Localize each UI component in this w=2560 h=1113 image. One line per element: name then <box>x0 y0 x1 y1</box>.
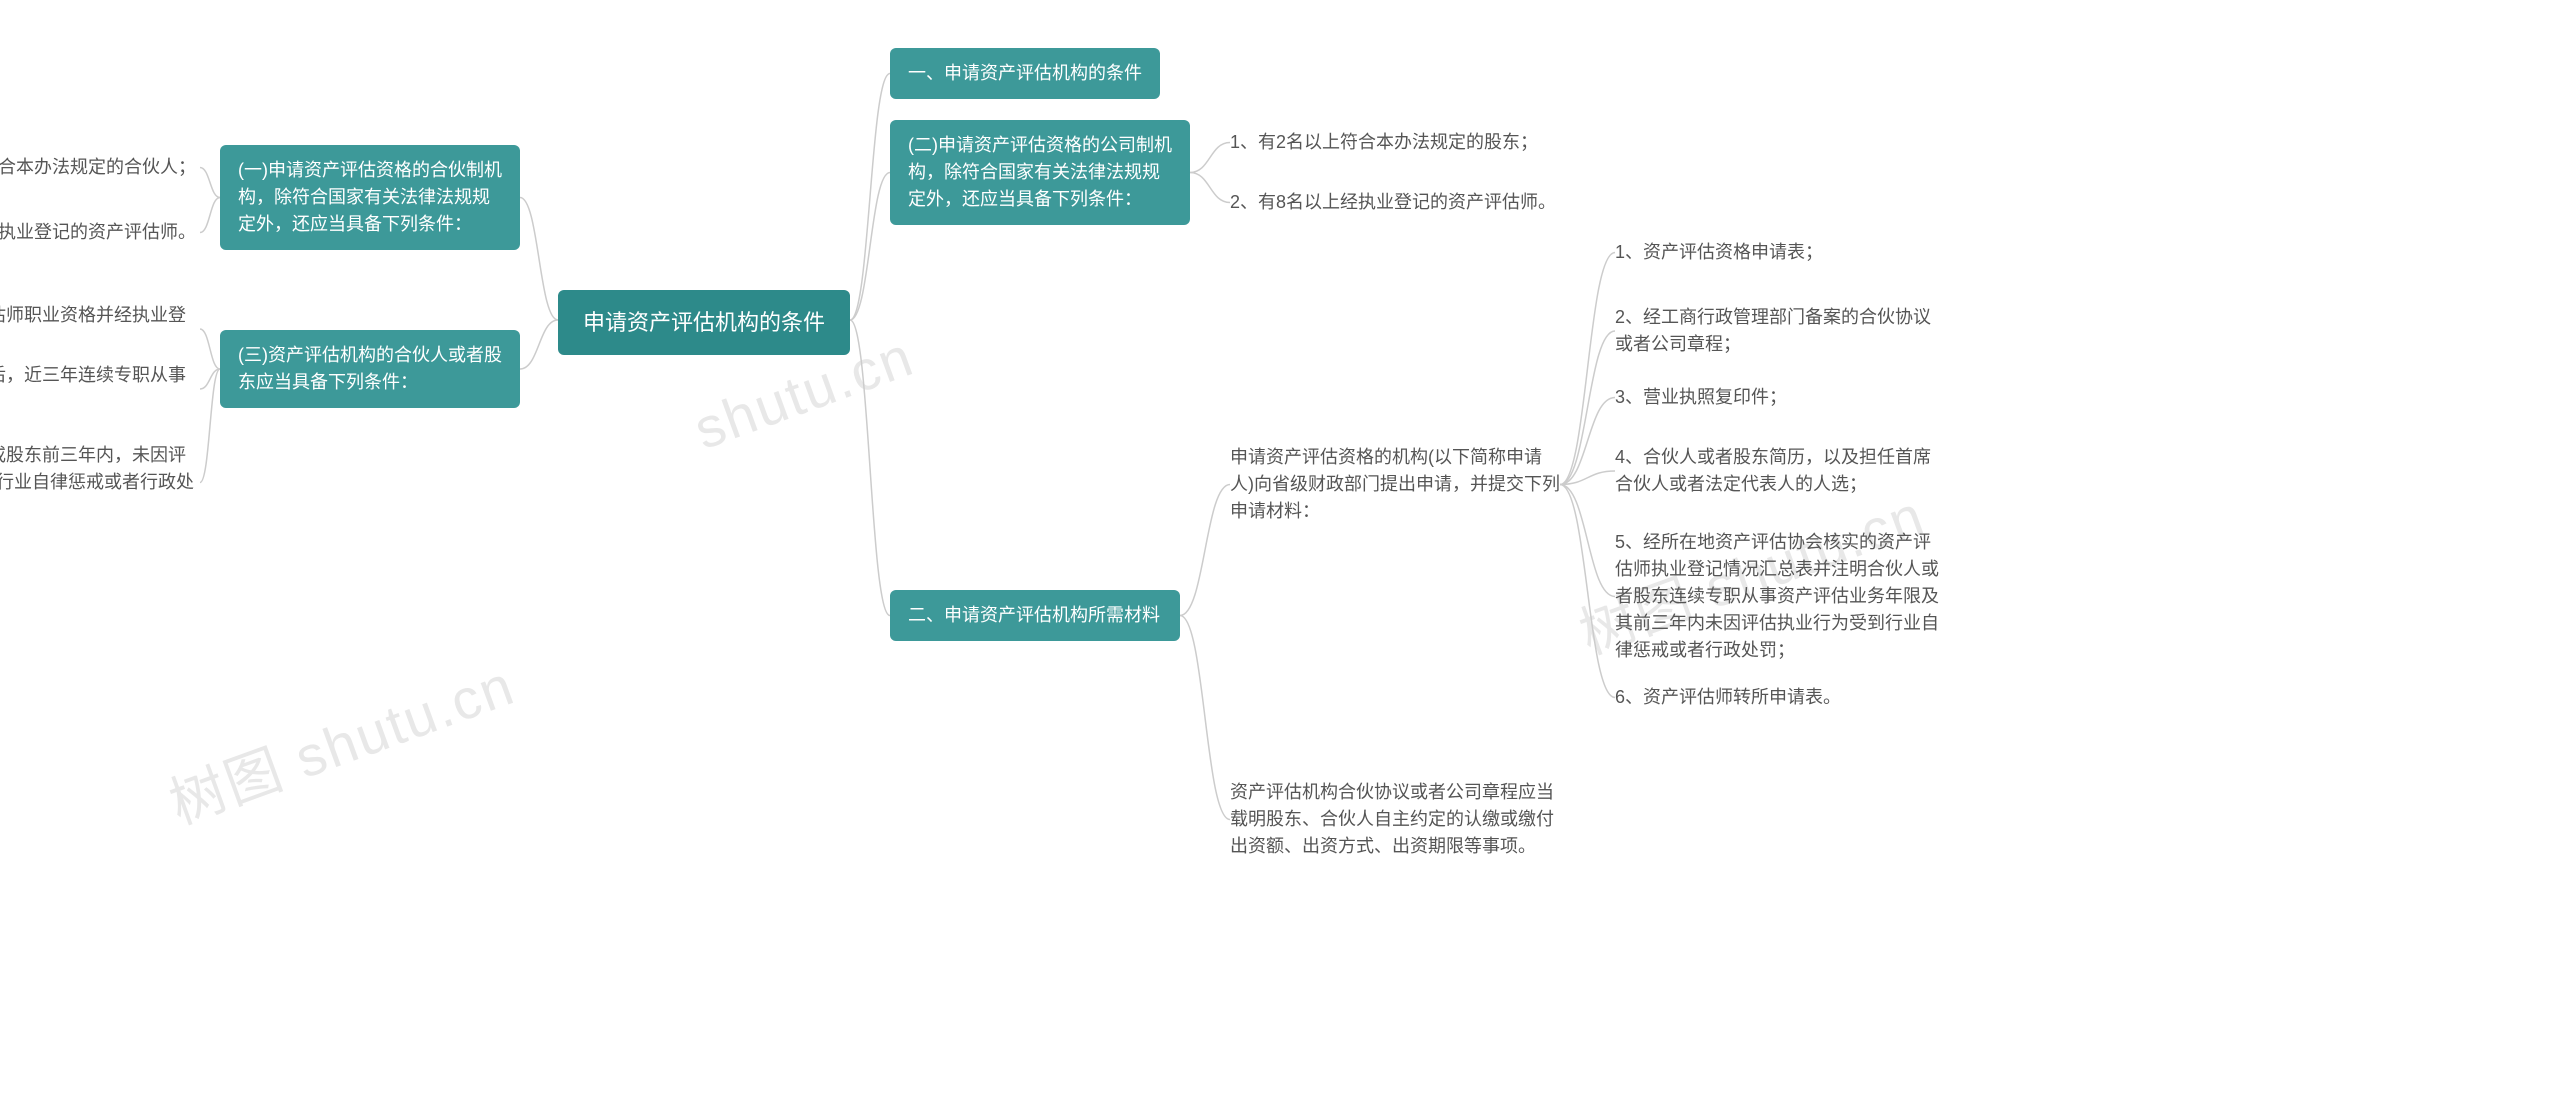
root-label: 申请资产评估机构的条件 <box>583 310 825 335</box>
watermark: 树图 shutu.cn <box>157 641 524 841</box>
root-node: 申请资产评估机构的条件 <box>558 290 850 355</box>
connector <box>200 168 220 198</box>
right-leaf-2-1-label: 资产评估机构合伙协议或者公司章程应当载明股东、合伙人自主约定的认缴或缴付出资额、… <box>1230 782 1554 856</box>
right-leaf-2-0-0: 1、资产评估资格申请表； <box>1615 235 1945 270</box>
connector <box>1190 143 1230 173</box>
right-leaf-2-0-2-label: 3、营业执照复印件； <box>1615 387 1787 407</box>
connector <box>1560 331 1615 485</box>
left-leaf-0-1: 2、有5名以上经执业登记的资产评估师。 <box>0 215 200 250</box>
connector <box>1560 471 1615 485</box>
right-leaf-2-1: 资产评估机构合伙协议或者公司章程应当载明股东、合伙人自主约定的认缴或缴付出资额、… <box>1230 775 1560 864</box>
right-branch-2-label: 二、申请资产评估机构所需材料 <box>908 605 1160 625</box>
connector <box>1560 253 1615 485</box>
connector <box>1180 485 1230 616</box>
connector <box>520 198 558 321</box>
connector <box>200 329 220 369</box>
left-leaf-0-0-label: 1、有2名以上符合本办法规定的合伙人； <box>0 157 196 177</box>
right-leaf-2-0-1: 2、经工商行政管理部门备案的合伙协议或者公司章程； <box>1615 300 1945 362</box>
connector <box>1560 485 1615 597</box>
connector <box>1560 398 1615 485</box>
left-branch-1: (三)资产评估机构的合伙人或者股东应当具备下列条件： <box>220 330 520 408</box>
right-branch-0: 一、申请资产评估机构的条件 <box>890 48 1160 99</box>
right-leaf-2-0-3-label: 4、合伙人或者股东简历，以及担任首席合伙人或者法定代表人的人选； <box>1615 447 1931 494</box>
right-leaf-1-0-label: 1、有2名以上符合本办法规定的股东； <box>1230 132 1538 152</box>
left-branch-0-label: (一)申请资产评估资格的合伙制机构，除符合国家有关法律法规规定外，还应当具备下列… <box>238 160 502 234</box>
left-leaf-1-0: 1、取得资产评估师职业资格并经执业登记； <box>0 298 200 360</box>
right-leaf-2-0-label: 申请资产评估资格的机构(以下简称申请人)向省级财政部门提出申请，并提交下列申请材… <box>1230 447 1560 521</box>
right-leaf-2-0-4-label: 5、经所在地资产评估协会核实的资产评估师执业登记情况汇总表并注明合伙人或者股东连… <box>1615 532 1939 660</box>
left-leaf-1-1-label: 2、经执业登记后，近三年连续专职从事资产评估业务； <box>0 365 186 412</box>
left-leaf-1-0-label: 1、取得资产评估师职业资格并经执业登记； <box>0 305 186 352</box>
connector <box>520 320 558 369</box>
connector <box>1190 173 1230 203</box>
right-leaf-2-0-4: 5、经所在地资产评估协会核实的资产评估师执业登记情况汇总表并注明合伙人或者股东连… <box>1615 525 1945 668</box>
left-leaf-0-0: 1、有2名以上符合本办法规定的合伙人； <box>0 150 200 185</box>
connector <box>850 173 890 321</box>
right-leaf-2-0-1-label: 2、经工商行政管理部门备案的合伙协议或者公司章程； <box>1615 307 1931 354</box>
left-leaf-1-1: 2、经执业登记后，近三年连续专职从事资产评估业务； <box>0 358 200 420</box>
right-leaf-2-0-3: 4、合伙人或者股东简历，以及担任首席合伙人或者法定代表人的人选； <box>1615 440 1945 502</box>
left-branch-0: (一)申请资产评估资格的合伙制机构，除符合国家有关法律法规规定外，还应当具备下列… <box>220 145 520 250</box>
left-leaf-1-2: 3、成为合伙人或股东前三年内，未因评估执业行为受到行业自律惩戒或者行政处罚。 <box>0 438 200 527</box>
right-branch-1: (二)申请资产评估资格的公司制机构，除符合国家有关法律法规规定外，还应当具备下列… <box>890 120 1190 225</box>
right-leaf-1-1-label: 2、有8名以上经执业登记的资产评估师。 <box>1230 192 1556 212</box>
connector <box>200 198 220 233</box>
left-leaf-0-1-label: 2、有5名以上经执业登记的资产评估师。 <box>0 222 196 242</box>
connector <box>850 320 890 616</box>
right-branch-2: 二、申请资产评估机构所需材料 <box>890 590 1180 641</box>
right-branch-1-label: (二)申请资产评估资格的公司制机构，除符合国家有关法律法规规定外，还应当具备下列… <box>908 135 1172 209</box>
connector <box>200 369 220 389</box>
connector <box>1180 616 1230 820</box>
right-leaf-2-0: 申请资产评估资格的机构(以下简称申请人)向省级财政部门提出申请，并提交下列申请材… <box>1230 440 1560 529</box>
right-leaf-1-0: 1、有2名以上符合本办法规定的股东； <box>1230 125 1560 160</box>
right-leaf-1-1: 2、有8名以上经执业登记的资产评估师。 <box>1230 185 1560 220</box>
connector <box>1560 485 1615 698</box>
right-leaf-2-0-0-label: 1、资产评估资格申请表； <box>1615 242 1823 262</box>
right-leaf-2-0-5: 6、资产评估师转所申请表。 <box>1615 680 1945 715</box>
connector <box>850 74 890 321</box>
connector <box>200 369 220 483</box>
right-leaf-2-0-2: 3、营业执照复印件； <box>1615 380 1945 415</box>
right-leaf-2-0-5-label: 6、资产评估师转所申请表。 <box>1615 687 1841 707</box>
left-leaf-1-2-label: 3、成为合伙人或股东前三年内，未因评估执业行为受到行业自律惩戒或者行政处罚。 <box>0 445 194 519</box>
right-branch-0-label: 一、申请资产评估机构的条件 <box>908 63 1142 83</box>
left-branch-1-label: (三)资产评估机构的合伙人或者股东应当具备下列条件： <box>238 345 502 392</box>
